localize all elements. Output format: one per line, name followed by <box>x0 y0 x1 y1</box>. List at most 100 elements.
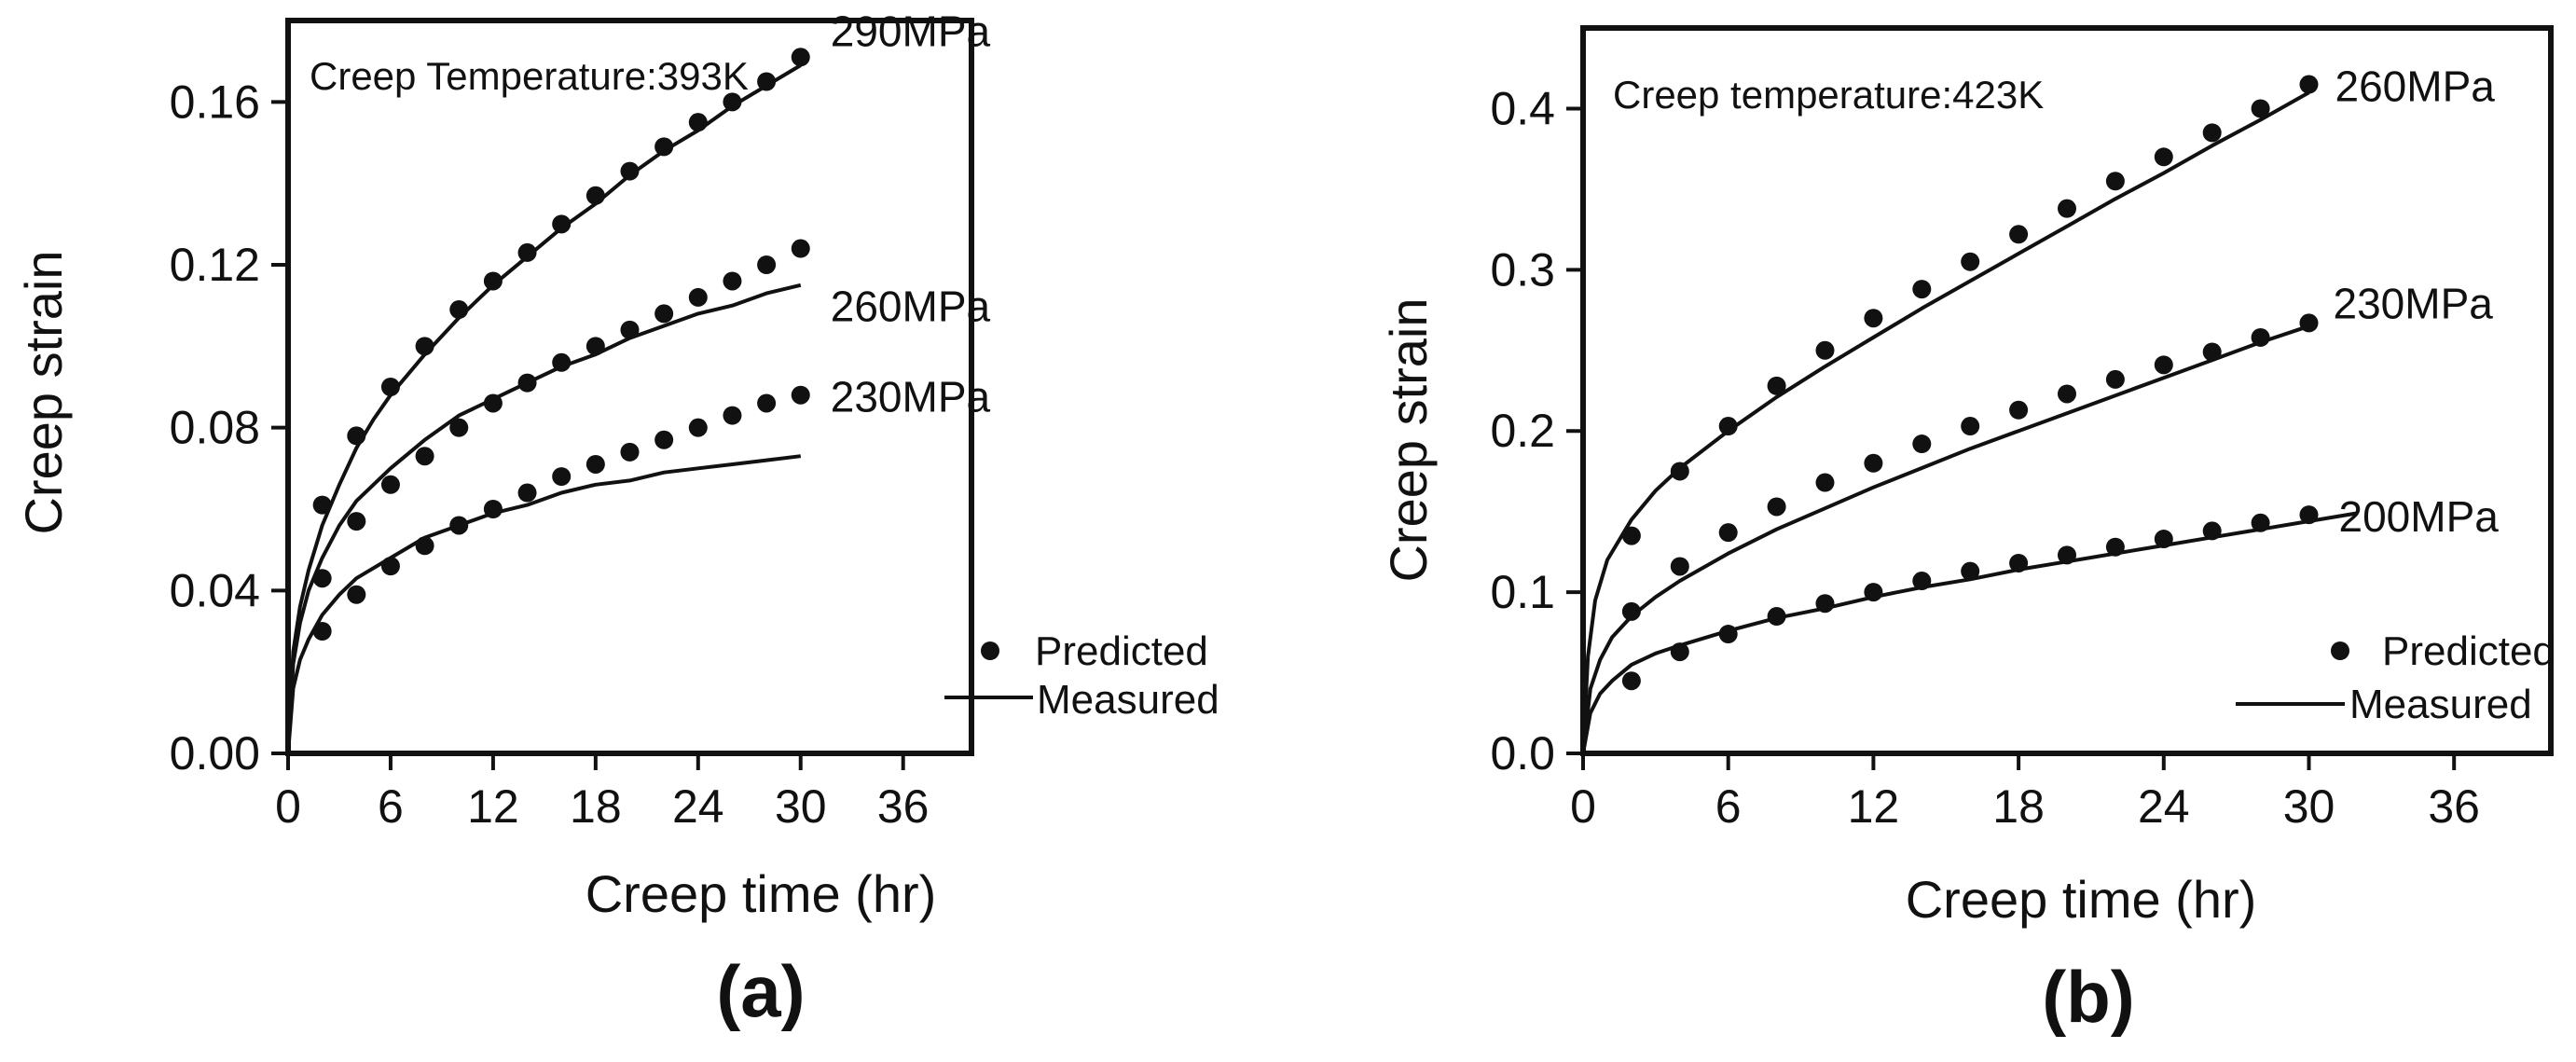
series-200MPa: 200MPa <box>1581 492 2500 754</box>
x-tick-label: 30 <box>775 780 827 833</box>
series-230MPa: 230MPa <box>1581 279 2494 754</box>
predicted-point <box>1767 376 1786 395</box>
predicted-point <box>2202 123 2222 143</box>
series-290MPa: 290MPa <box>286 7 991 754</box>
measured-line <box>1581 324 2310 754</box>
temperature-annotation: Creep temperature:423K <box>1613 73 2044 117</box>
predicted-point <box>552 214 572 234</box>
predicted-point <box>2009 400 2029 420</box>
predicted-point <box>1961 417 1980 436</box>
predicted-point <box>2299 75 2319 94</box>
predicted-point <box>449 418 469 437</box>
predicted-point <box>2105 537 2125 557</box>
series-label: 260MPa <box>2335 62 2496 111</box>
predicted-point <box>2202 521 2222 541</box>
temperature-annotation: Creep Temperature:393K <box>310 54 749 98</box>
predicted-point <box>415 447 434 466</box>
predicted-point <box>757 72 777 91</box>
series-label: 200MPa <box>2339 492 2500 541</box>
predicted-point <box>1767 607 1786 627</box>
predicted-point <box>620 320 640 339</box>
predicted-point <box>1815 473 1835 492</box>
predicted-point <box>585 186 605 205</box>
y-tick-label: 0.3 <box>1490 243 1555 296</box>
predicted-point <box>1815 340 1835 360</box>
predicted-point <box>380 378 400 396</box>
predicted-point <box>1670 462 1689 481</box>
x-tick-label: 36 <box>2428 780 2480 833</box>
predicted-point <box>517 373 537 393</box>
predicted-point <box>654 430 674 449</box>
predicted-point <box>2058 545 2076 565</box>
predicted-point <box>552 352 572 372</box>
series-230MPa: 230MPa <box>286 373 990 754</box>
y-tick-label: 0.2 <box>1490 405 1555 457</box>
series-260MPa: 260MPa <box>286 239 990 754</box>
y-tick-label: 0.08 <box>170 402 260 454</box>
predicted-point <box>483 500 503 518</box>
predicted-point <box>1912 434 1932 454</box>
predicted-point <box>2299 313 2319 333</box>
predicted-point <box>2009 553 2029 572</box>
predicted-point <box>347 426 366 446</box>
predicted-point <box>688 287 708 307</box>
x-tick-label: 0 <box>1570 780 1596 833</box>
predicted-point <box>2154 355 2173 375</box>
predicted-point <box>449 300 469 320</box>
predicted-point <box>1621 601 1641 621</box>
predicted-point <box>415 337 434 356</box>
series-label: 290MPa <box>831 7 991 55</box>
predicted-point <box>347 585 366 604</box>
predicted-point <box>483 271 503 291</box>
predicted-point <box>1621 526 1641 545</box>
predicted-point <box>2058 384 2076 404</box>
predicted-point <box>1864 583 1883 602</box>
predicted-point <box>1621 671 1641 691</box>
y-axis-label: Creep strain <box>1379 297 1438 582</box>
x-tick-label: 6 <box>378 780 404 833</box>
predicted-point <box>688 113 708 132</box>
predicted-point <box>654 304 674 324</box>
panel-label: (a) <box>716 950 805 1032</box>
x-tick-label: 0 <box>275 780 301 833</box>
predicted-point <box>380 475 400 494</box>
predicted-point <box>517 483 537 503</box>
measured-line <box>1581 90 2310 754</box>
predicted-point <box>620 442 640 462</box>
y-tick-label: 0.1 <box>1490 566 1555 618</box>
predicted-point <box>552 467 572 487</box>
predicted-point <box>2299 505 2319 525</box>
predicted-point <box>1912 280 1932 299</box>
predicted-point <box>1718 417 1738 436</box>
predicted-point <box>312 622 332 641</box>
predicted-point <box>585 337 605 356</box>
predicted-point <box>2058 199 2076 218</box>
series-label: 230MPa <box>2334 279 2494 327</box>
x-tick-label: 6 <box>1715 780 1742 833</box>
y-axis-label: Creep strain <box>14 250 73 534</box>
series-260MPa: 260MPa <box>1581 62 2496 754</box>
predicted-point <box>415 536 434 556</box>
x-axis-label: Creep time (hr) <box>1906 870 2257 929</box>
predicted-point <box>2105 172 2125 191</box>
x-tick-label: 30 <box>2283 780 2335 833</box>
predicted-point <box>688 418 708 437</box>
predicted-point <box>723 406 742 425</box>
legend-measured-label: Measured <box>2349 682 2532 727</box>
measured-line <box>286 454 802 754</box>
predicted-point <box>757 255 777 274</box>
y-tick-label: 0.4 <box>1490 82 1555 134</box>
x-tick-label: 18 <box>1992 780 2045 833</box>
plot-frame <box>285 18 974 756</box>
y-tick-label: 0.0 <box>1490 727 1555 779</box>
predicted-point <box>654 137 674 157</box>
legend-predicted-label: Predicted <box>1035 628 1208 674</box>
legend-predicted-marker <box>2331 641 2349 660</box>
predicted-point <box>1961 561 1980 581</box>
predicted-point <box>2251 99 2270 118</box>
predicted-point <box>1718 523 1738 543</box>
predicted-point <box>585 454 605 474</box>
predicted-point <box>1864 309 1883 328</box>
legend: Predicted Measured <box>2236 628 2555 727</box>
